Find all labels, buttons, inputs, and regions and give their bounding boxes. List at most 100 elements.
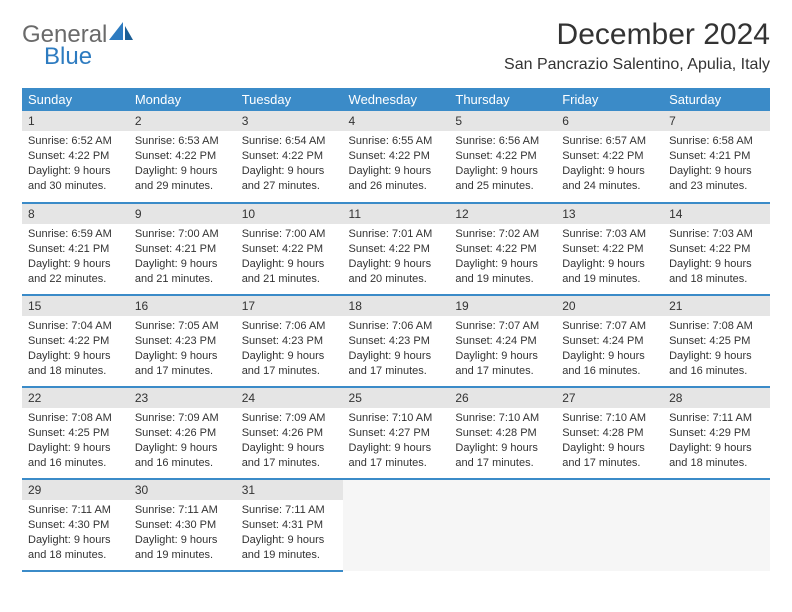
daylight-text: Daylight: 9 hours	[455, 349, 550, 364]
sunrise-text: Sunrise: 7:02 AM	[455, 227, 550, 242]
day-number: 23	[129, 388, 236, 408]
sunset-text: Sunset: 4:26 PM	[242, 426, 337, 441]
day-body: Sunrise: 6:52 AMSunset: 4:22 PMDaylight:…	[22, 131, 129, 199]
day-cell: 31Sunrise: 7:11 AMSunset: 4:31 PMDayligh…	[236, 479, 343, 571]
day-cell: 27Sunrise: 7:10 AMSunset: 4:28 PMDayligh…	[556, 387, 663, 479]
sunrise-text: Sunrise: 7:07 AM	[455, 319, 550, 334]
day-body: Sunrise: 7:03 AMSunset: 4:22 PMDaylight:…	[663, 224, 770, 292]
daylight-text: and 17 minutes.	[455, 364, 550, 379]
day-number: 3	[236, 111, 343, 131]
daylight-text: and 17 minutes.	[135, 364, 230, 379]
day-cell: 18Sunrise: 7:06 AMSunset: 4:23 PMDayligh…	[343, 295, 450, 387]
day-number: 10	[236, 204, 343, 224]
daylight-text: and 26 minutes.	[349, 179, 444, 194]
day-body: Sunrise: 7:09 AMSunset: 4:26 PMDaylight:…	[129, 408, 236, 476]
sunset-text: Sunset: 4:30 PM	[135, 518, 230, 533]
daylight-text: Daylight: 9 hours	[28, 164, 123, 179]
day-cell: 28Sunrise: 7:11 AMSunset: 4:29 PMDayligh…	[663, 387, 770, 479]
day-cell: 24Sunrise: 7:09 AMSunset: 4:26 PMDayligh…	[236, 387, 343, 479]
sunset-text: Sunset: 4:21 PM	[135, 242, 230, 257]
day-body: Sunrise: 7:09 AMSunset: 4:26 PMDaylight:…	[236, 408, 343, 476]
day-body: Sunrise: 7:03 AMSunset: 4:22 PMDaylight:…	[556, 224, 663, 292]
day-number: 26	[449, 388, 556, 408]
daylight-text: Daylight: 9 hours	[28, 441, 123, 456]
day-number: 11	[343, 204, 450, 224]
sunrise-text: Sunrise: 7:11 AM	[669, 411, 764, 426]
sunset-text: Sunset: 4:27 PM	[349, 426, 444, 441]
daylight-text: Daylight: 9 hours	[135, 257, 230, 272]
sunrise-text: Sunrise: 7:03 AM	[669, 227, 764, 242]
daylight-text: Daylight: 9 hours	[28, 533, 123, 548]
header-tuesday: Tuesday	[236, 88, 343, 111]
sunrise-text: Sunrise: 7:06 AM	[349, 319, 444, 334]
day-body: Sunrise: 7:10 AMSunset: 4:28 PMDaylight:…	[556, 408, 663, 476]
daylight-text: Daylight: 9 hours	[349, 257, 444, 272]
day-cell: 13Sunrise: 7:03 AMSunset: 4:22 PMDayligh…	[556, 203, 663, 295]
day-number: 20	[556, 296, 663, 316]
daylight-text: Daylight: 9 hours	[669, 257, 764, 272]
sunset-text: Sunset: 4:25 PM	[669, 334, 764, 349]
sunrise-text: Sunrise: 7:11 AM	[28, 503, 123, 518]
day-body: Sunrise: 7:10 AMSunset: 4:27 PMDaylight:…	[343, 408, 450, 476]
day-number: 4	[343, 111, 450, 131]
day-number: 17	[236, 296, 343, 316]
sunset-text: Sunset: 4:22 PM	[455, 149, 550, 164]
sunrise-text: Sunrise: 7:10 AM	[455, 411, 550, 426]
sunset-text: Sunset: 4:23 PM	[242, 334, 337, 349]
daylight-text: Daylight: 9 hours	[242, 441, 337, 456]
day-body: Sunrise: 7:11 AMSunset: 4:29 PMDaylight:…	[663, 408, 770, 476]
sunrise-text: Sunrise: 6:56 AM	[455, 134, 550, 149]
day-cell: 6Sunrise: 6:57 AMSunset: 4:22 PMDaylight…	[556, 111, 663, 203]
day-number: 9	[129, 204, 236, 224]
daylight-text: Daylight: 9 hours	[242, 164, 337, 179]
day-number: 7	[663, 111, 770, 131]
daylight-text: and 17 minutes.	[349, 456, 444, 471]
day-cell: 29Sunrise: 7:11 AMSunset: 4:30 PMDayligh…	[22, 479, 129, 571]
day-body: Sunrise: 7:11 AMSunset: 4:30 PMDaylight:…	[129, 500, 236, 568]
daylight-text: and 18 minutes.	[28, 364, 123, 379]
daylight-text: Daylight: 9 hours	[135, 164, 230, 179]
sunset-text: Sunset: 4:22 PM	[562, 242, 657, 257]
daylight-text: Daylight: 9 hours	[562, 257, 657, 272]
day-number: 31	[236, 480, 343, 500]
daylight-text: Daylight: 9 hours	[28, 257, 123, 272]
daylight-text: Daylight: 9 hours	[455, 164, 550, 179]
daylight-text: and 27 minutes.	[242, 179, 337, 194]
day-number: 25	[343, 388, 450, 408]
calendar-body: 1Sunrise: 6:52 AMSunset: 4:22 PMDaylight…	[22, 111, 770, 571]
logo-sail-icon	[109, 22, 135, 47]
sunrise-text: Sunrise: 7:00 AM	[242, 227, 337, 242]
day-body: Sunrise: 7:11 AMSunset: 4:30 PMDaylight:…	[22, 500, 129, 568]
day-cell: 22Sunrise: 7:08 AMSunset: 4:25 PMDayligh…	[22, 387, 129, 479]
sunrise-text: Sunrise: 7:06 AM	[242, 319, 337, 334]
day-body: Sunrise: 6:53 AMSunset: 4:22 PMDaylight:…	[129, 131, 236, 199]
sunrise-text: Sunrise: 6:58 AM	[669, 134, 764, 149]
day-cell: 25Sunrise: 7:10 AMSunset: 4:27 PMDayligh…	[343, 387, 450, 479]
day-body: Sunrise: 7:06 AMSunset: 4:23 PMDaylight:…	[236, 316, 343, 384]
day-cell: 14Sunrise: 7:03 AMSunset: 4:22 PMDayligh…	[663, 203, 770, 295]
sunset-text: Sunset: 4:25 PM	[28, 426, 123, 441]
day-number: 2	[129, 111, 236, 131]
day-number: 21	[663, 296, 770, 316]
day-number: 27	[556, 388, 663, 408]
sunset-text: Sunset: 4:22 PM	[455, 242, 550, 257]
sunrise-text: Sunrise: 7:08 AM	[28, 411, 123, 426]
sunset-text: Sunset: 4:22 PM	[28, 149, 123, 164]
daylight-text: and 30 minutes.	[28, 179, 123, 194]
daylight-text: and 19 minutes.	[455, 272, 550, 287]
daylight-text: and 18 minutes.	[28, 548, 123, 563]
day-cell: 8Sunrise: 6:59 AMSunset: 4:21 PMDaylight…	[22, 203, 129, 295]
day-body: Sunrise: 7:05 AMSunset: 4:23 PMDaylight:…	[129, 316, 236, 384]
day-body: Sunrise: 7:01 AMSunset: 4:22 PMDaylight:…	[343, 224, 450, 292]
day-cell: 3Sunrise: 6:54 AMSunset: 4:22 PMDaylight…	[236, 111, 343, 203]
day-cell: 17Sunrise: 7:06 AMSunset: 4:23 PMDayligh…	[236, 295, 343, 387]
day-number: 18	[343, 296, 450, 316]
daylight-text: and 24 minutes.	[562, 179, 657, 194]
sunrise-text: Sunrise: 6:52 AM	[28, 134, 123, 149]
day-body: Sunrise: 7:10 AMSunset: 4:28 PMDaylight:…	[449, 408, 556, 476]
daylight-text: and 19 minutes.	[135, 548, 230, 563]
header-sunday: Sunday	[22, 88, 129, 111]
day-cell: 12Sunrise: 7:02 AMSunset: 4:22 PMDayligh…	[449, 203, 556, 295]
day-cell	[343, 479, 450, 571]
header-wednesday: Wednesday	[343, 88, 450, 111]
